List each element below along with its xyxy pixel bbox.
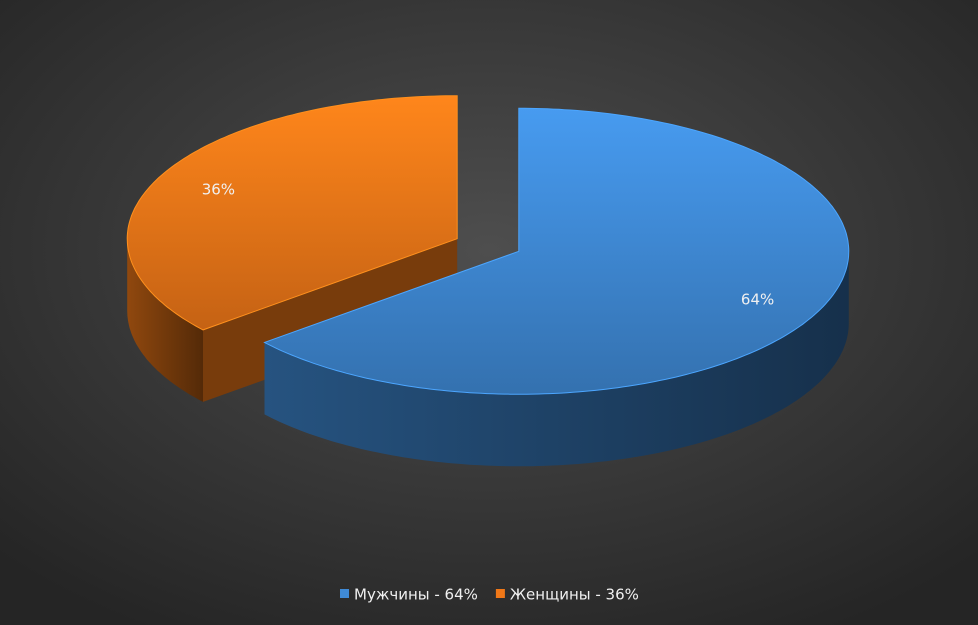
- slice-side: [264, 251, 849, 467]
- data-label: 64%: [741, 291, 774, 309]
- slice-top: [126, 95, 458, 331]
- slice-side: [127, 238, 203, 402]
- data-label: 36%: [202, 181, 235, 199]
- legend: Мужчины - 64% Женщины - 36%: [340, 586, 639, 604]
- legend-label: Женщины - 36%: [510, 586, 639, 604]
- legend-label: Мужчины - 64%: [354, 586, 478, 604]
- legend-marker: [340, 589, 349, 598]
- legend-marker: [495, 589, 505, 598]
- slice: [263, 107, 850, 467]
- slice-top: [263, 107, 850, 395]
